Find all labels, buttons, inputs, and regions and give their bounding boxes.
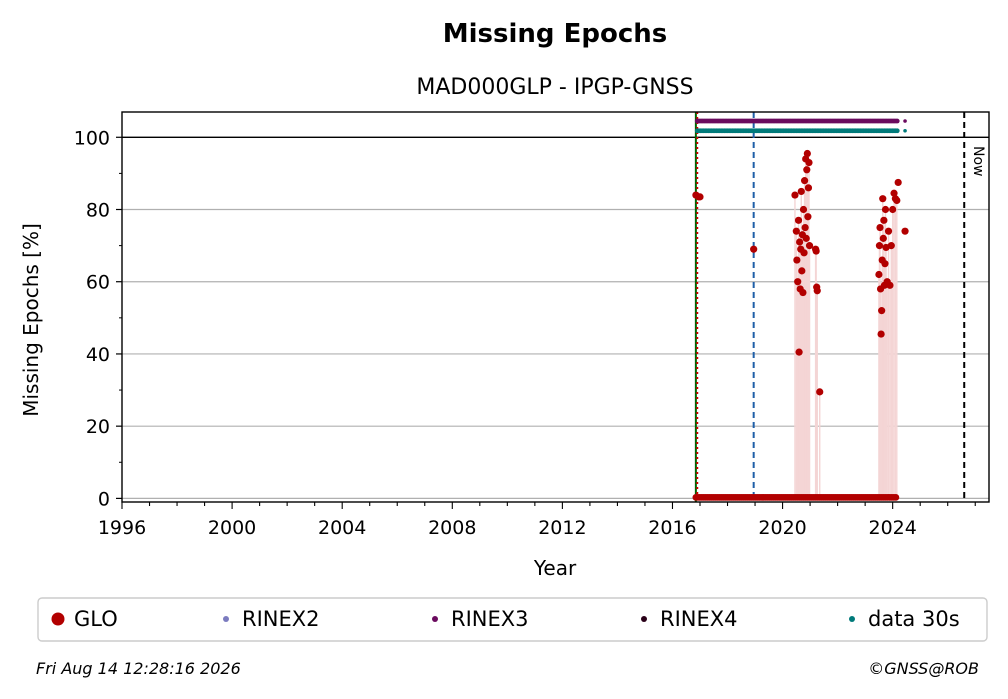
x-tick-label: 2016	[648, 517, 696, 539]
x-axis-ticks: 1996 2000 2004 2008 2012 2016 2020 2024	[98, 502, 976, 539]
y-tick-label: 40	[86, 344, 110, 366]
plot-frame	[121, 111, 990, 503]
legend-marker	[641, 616, 647, 622]
point-glo	[805, 158, 813, 167]
legend-marker	[849, 616, 855, 622]
now-label: Now	[970, 146, 986, 177]
legend-entry: data 30s	[868, 607, 960, 631]
point-glo	[879, 234, 887, 242]
point-glo	[881, 205, 890, 214]
y-tick-label: 60	[86, 272, 110, 294]
point-glo	[797, 187, 805, 196]
point-rinex3	[894, 118, 900, 124]
point-glo	[880, 216, 888, 224]
point-glo	[881, 260, 889, 268]
point-glo	[796, 238, 804, 246]
x-tick-label: 1996	[98, 517, 146, 539]
point-glo	[884, 227, 893, 235]
point-glo	[901, 227, 909, 235]
data-points	[692, 118, 909, 501]
point-glo	[804, 213, 812, 221]
footer-timestamp: Fri Aug 14 12:28:16 2026	[36, 659, 241, 678]
point-glo	[889, 205, 897, 214]
legend-entry: RINEX3	[451, 607, 529, 631]
x-axis-label: Year	[533, 556, 577, 580]
zero-markers	[794, 153, 898, 499]
y-tick-label: 20	[86, 416, 110, 438]
legend-entry: RINEX4	[660, 607, 738, 631]
x-tick-label: 2004	[318, 517, 366, 539]
legend-entry: RINEX2	[242, 607, 320, 631]
point-glo	[890, 189, 898, 197]
point-glo	[792, 227, 800, 235]
footer-copyright: ©GNSS@ROB	[868, 659, 979, 678]
y-tick-label: 80	[86, 200, 110, 222]
legend-marker	[223, 616, 229, 622]
vertical-lines: Now	[694, 112, 986, 502]
point-glo	[894, 178, 902, 187]
point-glo	[875, 242, 884, 250]
point-glo	[800, 249, 808, 257]
x-tick-label: 2008	[428, 517, 476, 539]
y-axis-ticks: 0 20 40 60 80 100	[74, 127, 122, 510]
x-tick-label: 2024	[868, 517, 916, 539]
legend: GLO RINEX2 RINEX3 RINEX4 data 30s	[51, 607, 960, 631]
point-glo	[887, 242, 895, 250]
point-glo	[816, 388, 824, 396]
legend-entry: GLO	[74, 607, 118, 631]
point-data-30s	[894, 128, 900, 134]
point-glo	[794, 278, 802, 286]
x-tick-label: 2012	[538, 517, 586, 539]
legend-marker	[432, 616, 438, 622]
point-glo	[793, 256, 801, 264]
point-glo	[696, 193, 704, 201]
point-glo	[875, 270, 883, 279]
point-glo	[799, 288, 807, 297]
point-glo	[803, 166, 811, 174]
point-glo	[800, 177, 809, 185]
legend-box	[37, 597, 988, 642]
chart-subtitle: MAD000GLP - IPGP-GNSS	[416, 75, 693, 100]
point-glo	[893, 196, 901, 205]
point-glo	[805, 242, 814, 250]
x-tick-label: 2020	[758, 517, 806, 539]
point-glo	[801, 223, 809, 232]
point-glo	[802, 234, 810, 242]
point-glo	[804, 184, 813, 192]
chart-title: Missing Epochs	[443, 19, 667, 49]
point-glo	[876, 223, 884, 232]
gridlines	[122, 136, 989, 499]
point-glo	[750, 245, 758, 253]
y-axis-label: Missing Epochs [%]	[19, 223, 43, 417]
y-tick-label: 100	[74, 127, 110, 149]
point-glo	[877, 330, 885, 338]
point-glo	[798, 267, 806, 275]
y-tick-label: 0	[98, 488, 110, 510]
point-glo	[886, 281, 894, 289]
point-glo	[803, 149, 811, 158]
point-glo	[812, 247, 820, 255]
point-glo	[879, 195, 887, 203]
point-glo	[795, 348, 803, 356]
legend-marker	[51, 612, 65, 626]
x-tick-label: 2000	[208, 517, 256, 539]
point-data-30s	[903, 128, 907, 133]
point-glo	[813, 287, 821, 295]
point-rinex3	[903, 119, 907, 123]
point-glo	[791, 191, 799, 199]
point-glo	[794, 216, 803, 224]
point-glo-zero	[892, 493, 900, 501]
point-glo	[799, 205, 808, 214]
point-glo	[878, 307, 886, 315]
